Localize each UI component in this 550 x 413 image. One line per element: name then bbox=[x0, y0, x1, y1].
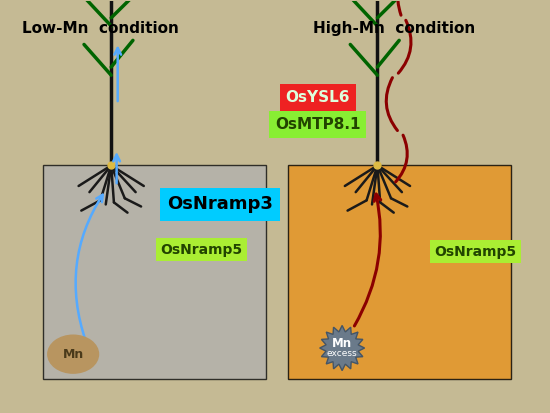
FancyArrowPatch shape bbox=[386, 78, 398, 131]
Text: OsYSL6: OsYSL6 bbox=[285, 90, 350, 105]
Text: OsMTP8.1: OsMTP8.1 bbox=[275, 117, 360, 132]
Text: excess: excess bbox=[327, 349, 358, 358]
Text: Mn: Mn bbox=[332, 337, 352, 349]
Text: OsNramp5: OsNramp5 bbox=[434, 244, 516, 259]
Text: High-Mn  condition: High-Mn condition bbox=[312, 21, 475, 36]
FancyArrowPatch shape bbox=[395, 135, 407, 182]
FancyBboxPatch shape bbox=[43, 166, 266, 379]
Text: Low-Mn  condition: Low-Mn condition bbox=[22, 21, 179, 36]
Text: Mn: Mn bbox=[63, 348, 84, 361]
Circle shape bbox=[47, 335, 99, 374]
FancyBboxPatch shape bbox=[288, 166, 510, 379]
Polygon shape bbox=[320, 325, 365, 370]
FancyArrowPatch shape bbox=[398, 20, 411, 73]
Text: OsNramp3: OsNramp3 bbox=[167, 195, 273, 214]
FancyArrowPatch shape bbox=[398, 0, 409, 15]
FancyArrowPatch shape bbox=[354, 194, 381, 326]
Text: OsNramp5: OsNramp5 bbox=[160, 242, 242, 256]
FancyArrowPatch shape bbox=[76, 195, 103, 341]
